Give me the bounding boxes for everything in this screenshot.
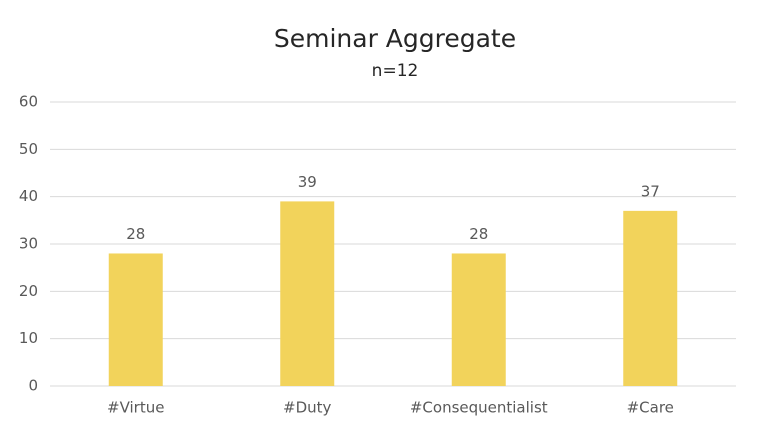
data-label: 28 <box>469 225 488 243</box>
data-label: 39 <box>298 173 317 191</box>
bar <box>108 253 163 386</box>
chart-title: Seminar Aggregate <box>274 24 516 53</box>
bar <box>451 253 506 386</box>
chart-subtitle: n=12 <box>372 61 419 81</box>
x-tick-label: #Duty <box>283 399 332 417</box>
x-tick-label: #Consequentialist <box>410 399 548 417</box>
y-tick-label: 50 <box>19 140 38 158</box>
data-label: 28 <box>126 225 145 243</box>
bar <box>623 210 678 386</box>
data-label: 37 <box>641 182 660 200</box>
bar <box>280 201 335 386</box>
y-tick-label: 0 <box>28 377 38 395</box>
y-tick-label: 40 <box>19 187 38 205</box>
y-tick-label: 60 <box>19 93 38 111</box>
y-tick-label: 20 <box>19 282 38 300</box>
x-tick-label: #Virtue <box>107 399 164 417</box>
x-tick-label: #Care <box>627 399 674 417</box>
y-tick-label: 10 <box>19 329 38 347</box>
y-tick-label: 30 <box>19 235 38 253</box>
